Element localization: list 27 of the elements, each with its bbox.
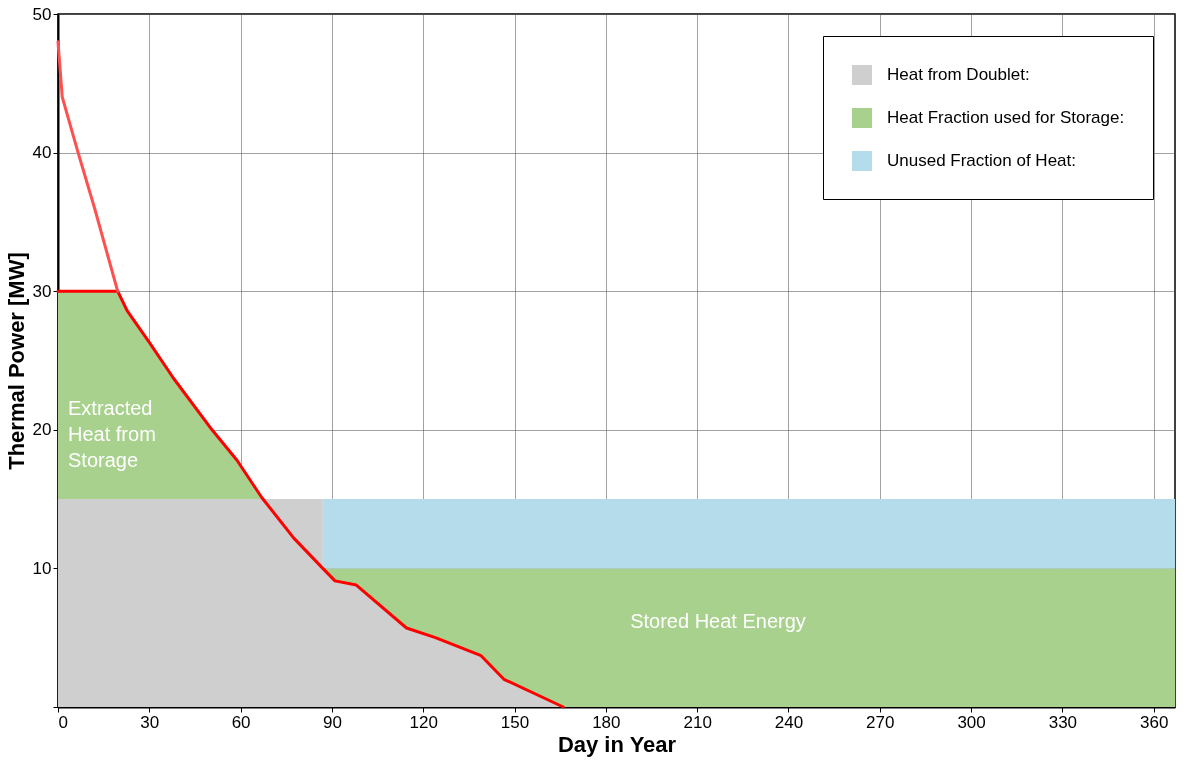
x-tick-label: 150 [500,712,530,732]
x-tick-label: 60 [231,712,251,732]
x-tick-label: 240 [774,712,804,732]
x-tick-label: 300 [957,712,986,732]
y-tick-label: 20 [32,420,52,440]
line-series [56,289,565,709]
x-tick-label: 0 [58,712,68,732]
y-tick-label: 50 [32,4,52,24]
x-tick-label: 330 [1048,712,1078,732]
legend-label: Unused Fraction of Heat: [887,151,1076,170]
x-tick-label: 180 [592,712,621,732]
y-axis-title: Thermal Power [MW] [3,252,29,470]
x-axis-title: Day in Year [557,731,677,757]
annotation: Stored Heat Energy [630,610,806,632]
y-tick-label: 40 [32,143,52,163]
line-series [56,40,120,293]
x-tick-label: 30 [140,712,160,732]
y-tick-label: 10 [32,558,52,578]
y-tick-label: 30 [32,281,52,301]
x-tick-label: 210 [683,712,712,732]
annotation: Extracted Heat from Storage [68,397,156,471]
legend-label: Heat from Doublet: [887,65,1030,84]
legend-label: Heat Fraction used for Storage: [887,108,1125,127]
x-tick-label: 90 [322,712,342,732]
x-tick-label: 360 [1140,712,1169,732]
x-tick-label: 270 [866,712,895,732]
x-tick-label: 120 [409,712,438,732]
